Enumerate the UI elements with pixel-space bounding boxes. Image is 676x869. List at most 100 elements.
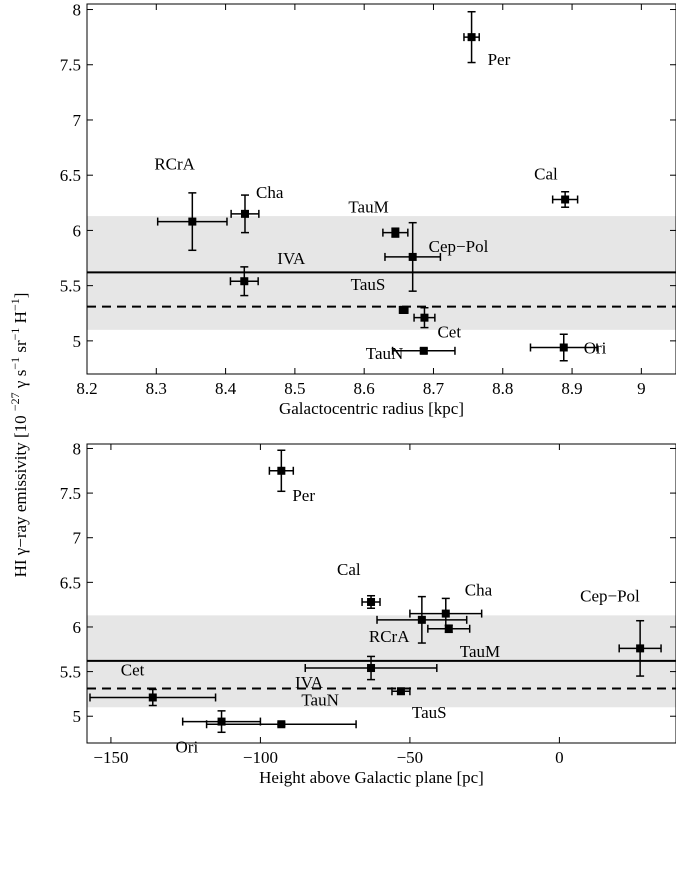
point-label: RCrA	[154, 155, 195, 174]
radius-panel: 5 5.5 6 6.5 7 7.5 8 8.2 8.3 8.4 8.5 8.6 8.7 8.8 8.9 9 Ga…	[60, 1, 676, 418]
data-point-taun: TauN	[205, 690, 357, 729]
x-tick-label: −100	[243, 748, 278, 767]
point-marker	[240, 209, 249, 218]
point-marker	[561, 195, 570, 204]
data-point-ori: Ori	[176, 710, 262, 757]
data-point-cha: Cha	[230, 183, 284, 234]
point-label: Cha	[465, 581, 493, 600]
point-label: TauN	[366, 344, 404, 363]
point-label: Cep−Pol	[580, 586, 640, 605]
axes-frame	[86, 443, 676, 744]
x-tick-label: 9	[637, 379, 646, 398]
data-point-cet: Cet	[89, 660, 217, 707]
y-tick-label: 8	[73, 439, 82, 458]
point-label: TauN	[301, 690, 339, 709]
x-axis-label: Galactocentric radius [kpc]	[279, 399, 464, 418]
point-label: TauS	[351, 275, 386, 294]
point-label: Cet	[437, 323, 461, 342]
point-label: TauM	[460, 642, 500, 661]
y-tick-label: 6.5	[60, 573, 81, 592]
x-tick-label: 0	[555, 748, 564, 767]
point-label: Per	[488, 50, 511, 69]
data-point-cal: Cal	[534, 164, 579, 208]
point-marker	[419, 346, 428, 355]
x-tick-label: 8.4	[215, 379, 237, 398]
x-tick-label: 8.5	[284, 379, 305, 398]
data-point-cet: Cet	[413, 306, 461, 342]
point-marker	[240, 277, 249, 286]
point-marker	[467, 33, 476, 42]
y-tick-label: 7.5	[60, 56, 81, 75]
y-tick-label: 5.5	[60, 277, 81, 296]
data-point-cep-pol: Cep−Pol	[384, 221, 489, 292]
data-point-rcra: RCrA	[369, 595, 468, 646]
data-point-per: Per	[268, 449, 315, 505]
height-panel: 5 5.5 6 6.5 7 7.5 8 −150 −100 −50 0 Height above Ga…	[60, 439, 676, 787]
point-label: TauS	[412, 703, 447, 722]
point-label: Ori	[584, 338, 607, 357]
point-marker	[396, 687, 405, 696]
y-tick-label: 8	[73, 1, 82, 20]
data-point-cep-pol: Cep−Pol	[580, 586, 662, 677]
point-marker	[391, 228, 400, 237]
point-marker	[441, 609, 450, 618]
x-tick-label: 8.9	[561, 379, 582, 398]
point-label: IVA	[277, 249, 306, 268]
data-point-cal: Cal	[337, 560, 381, 609]
point-marker	[188, 217, 197, 226]
point-label: TauM	[348, 198, 388, 217]
point-label: RCrA	[369, 627, 410, 646]
data-point-taum: TauM	[348, 198, 409, 238]
point-label: IVA	[295, 673, 324, 692]
point-marker	[417, 615, 426, 624]
point-marker	[420, 313, 429, 322]
x-tick-label: 8.8	[492, 379, 513, 398]
point-label: Per	[292, 486, 315, 505]
point-label: Cal	[534, 164, 558, 183]
x-tick-label: 8.3	[146, 379, 167, 398]
y-tick-label: 6.5	[60, 166, 81, 185]
point-marker	[408, 252, 417, 261]
point-label: Cha	[256, 183, 284, 202]
data-point-iva: IVA	[229, 249, 306, 297]
point-marker	[559, 343, 568, 352]
data-point-taus: TauS	[351, 275, 409, 315]
point-marker	[367, 664, 376, 673]
point-marker	[367, 597, 376, 606]
data-point-rcra: RCrA	[154, 155, 228, 252]
y-tick-label: 5	[73, 332, 82, 351]
data-point-per: Per	[463, 10, 511, 69]
x-tick-label: −50	[397, 748, 424, 767]
point-marker	[148, 693, 157, 702]
axes-frame	[86, 3, 676, 375]
data-point-taus: TauS	[391, 687, 447, 722]
y-tick-label: 5	[73, 707, 82, 726]
point-marker	[217, 717, 226, 726]
point-marker	[636, 644, 645, 653]
x-tick-label: 8.7	[423, 379, 445, 398]
data-point-ori: Ori	[529, 333, 607, 362]
data-point-iva: IVA	[295, 655, 438, 692]
shared-y-axis-label: HI γ−ray emissivity [10 −27 γ s−1 sr−1 H…	[8, 293, 30, 578]
point-label: Ori	[176, 738, 199, 757]
y-tick-label: 7	[73, 529, 82, 548]
y-tick-label: 7.5	[60, 484, 81, 503]
x-tick-label: −150	[93, 748, 128, 767]
x-tick-label: 8.6	[354, 379, 375, 398]
data-point-taun: TauN	[366, 344, 456, 363]
point-label: Cep−Pol	[429, 237, 489, 256]
x-tick-label: 8.2	[76, 379, 97, 398]
x-axis-label: Height above Galactic plane [pc]	[259, 768, 484, 787]
y-tick-label: 5.5	[60, 663, 81, 682]
y-tick-label: 7	[73, 111, 82, 130]
y-tick-label: 6	[73, 618, 82, 637]
point-label: Cet	[121, 660, 145, 679]
point-marker	[444, 624, 453, 633]
point-marker	[277, 466, 286, 475]
data-point-taum: TauM	[427, 624, 500, 661]
point-marker	[277, 720, 286, 729]
point-marker	[399, 305, 408, 314]
point-label: Cal	[337, 560, 361, 579]
y-tick-label: 6	[73, 221, 82, 240]
